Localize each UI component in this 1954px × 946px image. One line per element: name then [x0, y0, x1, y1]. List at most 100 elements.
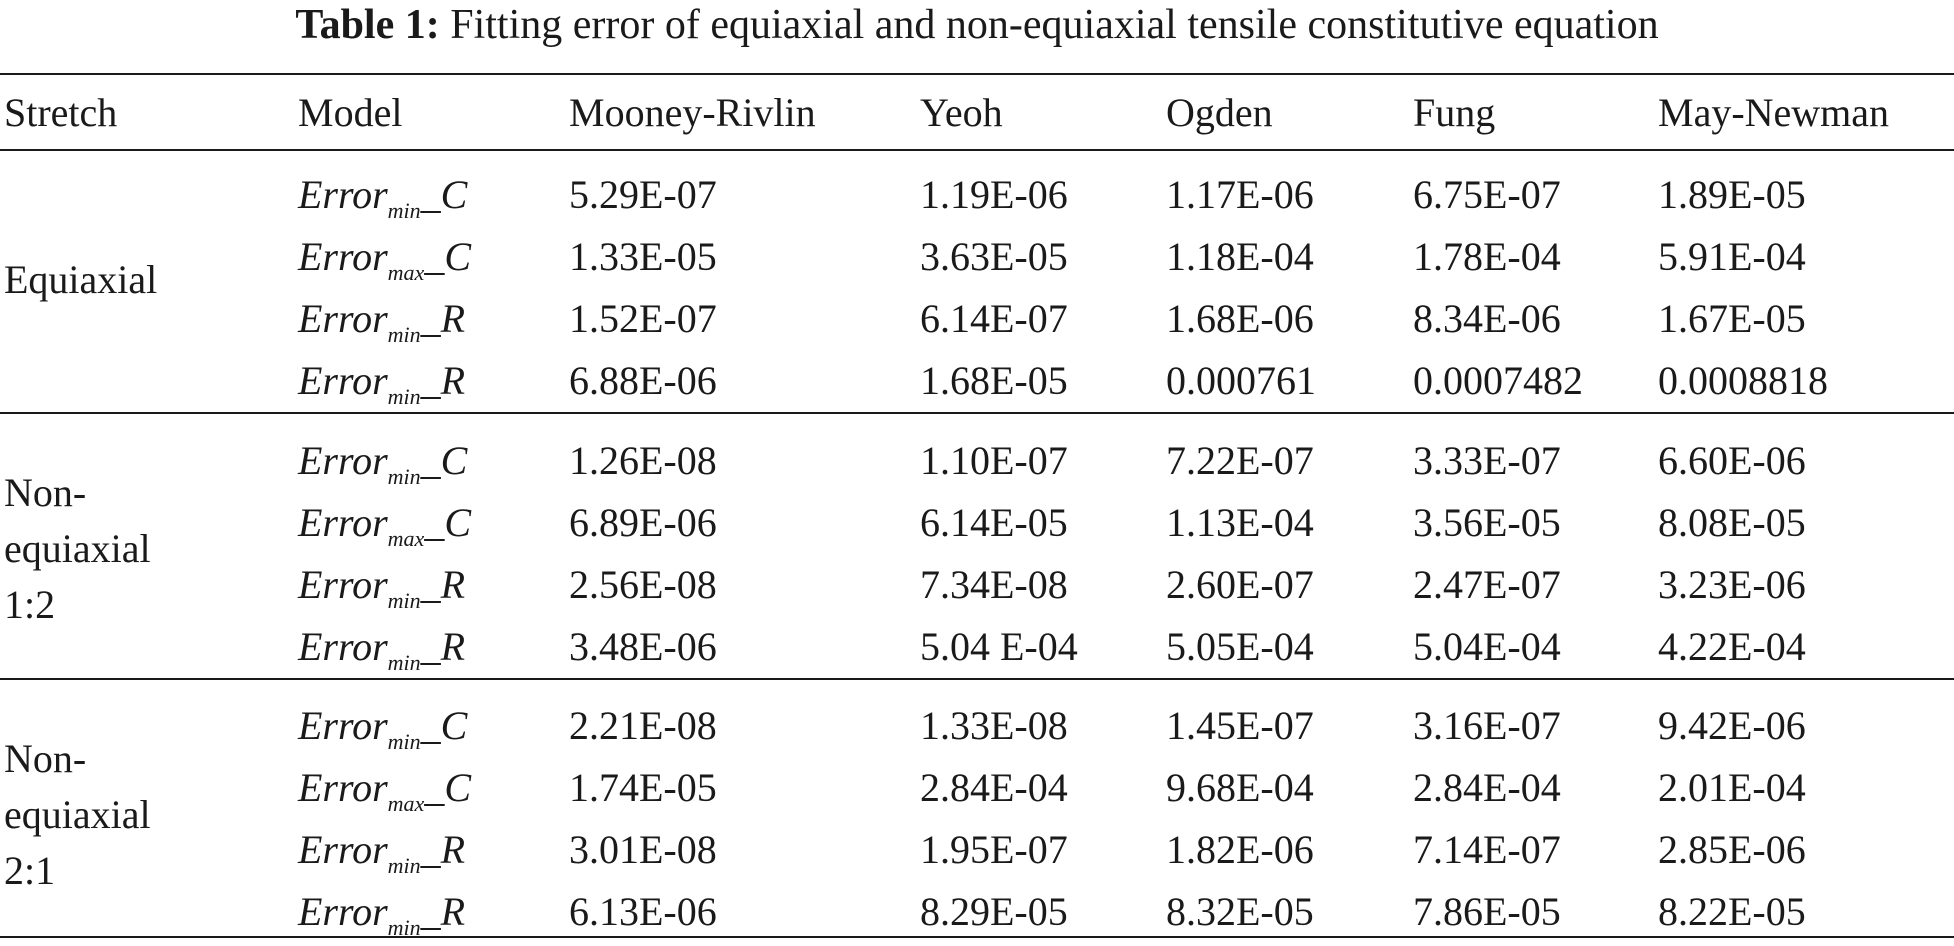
model-label: Errormax_C [298, 498, 471, 554]
table-cell: 2.01E-04 [1658, 765, 1806, 810]
table-cell: 2.60E-07 [1166, 562, 1314, 607]
table-cell: 1.33E-05 [569, 234, 717, 279]
table-cell: 1.13E-04 [1166, 500, 1314, 545]
model-suffix: _C [420, 703, 468, 748]
table-cell: 5.91E-04 [1658, 234, 1806, 279]
table-cell: 6.14E-07 [920, 296, 1068, 341]
table-cell: 6.88E-06 [569, 358, 717, 403]
model-suffix: _R [420, 827, 466, 872]
model-label: Errormin_R [298, 887, 465, 943]
header-rule [0, 149, 1954, 151]
table-cell: 6.13E-06 [569, 889, 717, 934]
model-suffix: _R [420, 358, 466, 403]
table-cell: 0.000761 [1166, 358, 1316, 403]
model-suffix: _C [420, 438, 468, 483]
column-header: Yeoh [920, 90, 1003, 135]
model-label: Errormin_C [298, 436, 467, 492]
table-cell: 1.95E-07 [920, 827, 1068, 872]
model-subscript: max [387, 260, 425, 285]
model-label: Errormin_R [298, 356, 465, 412]
stretch-label-line: 1:2 [4, 582, 56, 627]
table-cell: 0.0008818 [1658, 358, 1828, 403]
model-label: Errormax_C [298, 232, 471, 288]
model-label: Errormin_R [298, 294, 465, 350]
column-header: May-Newman [1658, 90, 1890, 135]
table-cell: 1.10E-07 [920, 438, 1068, 483]
table-cell: 2.47E-07 [1413, 562, 1561, 607]
table-cell: 7.22E-07 [1166, 438, 1314, 483]
table-cell: 3.63E-05 [920, 234, 1068, 279]
model-label: Errormin_R [298, 825, 465, 881]
model-suffix: _C [424, 765, 471, 810]
column-header: Fung [1413, 90, 1496, 135]
table-cell: 5.29E-07 [569, 172, 717, 217]
table-cell: 1.18E-04 [1166, 234, 1314, 279]
table-cell: 6.75E-07 [1413, 172, 1561, 217]
table-cell: 5.05E-04 [1166, 624, 1314, 669]
model-base: Error [298, 172, 388, 217]
table-cell: 2.85E-06 [1658, 827, 1806, 872]
table-cell: 8.32E-05 [1166, 889, 1314, 934]
model-base: Error [298, 889, 388, 934]
table-caption-text: Fitting error of equiaxial and non-equia… [450, 2, 1659, 48]
stretch-label-line: equiaxial [4, 526, 151, 571]
model-subscript: min [387, 915, 421, 940]
table-cell: 4.22E-04 [1658, 624, 1806, 669]
model-base: Error [298, 562, 388, 607]
table-cell: 1.78E-04 [1413, 234, 1561, 279]
table-cell: 9.42E-06 [1658, 703, 1806, 748]
table-cell: 3.48E-06 [569, 624, 717, 669]
table-cell: 6.14E-05 [920, 500, 1068, 545]
model-label: Errormin_R [298, 560, 465, 616]
table-cell: 1.17E-06 [1166, 172, 1314, 217]
model-subscript: min [387, 588, 421, 613]
table-cell: 1.74E-05 [569, 765, 717, 810]
table-cell: 7.86E-05 [1413, 889, 1561, 934]
model-base: Error [298, 500, 388, 545]
model-subscript: min [387, 650, 421, 675]
table-cell: 3.23E-06 [1658, 562, 1806, 607]
table-cell: 8.34E-06 [1413, 296, 1561, 341]
model-subscript: max [387, 791, 425, 816]
model-base: Error [298, 296, 388, 341]
stretch-label: Non-equiaxial 1:2 [4, 465, 151, 633]
table-cell: 1.67E-05 [1658, 296, 1806, 341]
table-cell: 7.14E-07 [1413, 827, 1561, 872]
model-base: Error [298, 765, 388, 810]
model-base: Error [298, 438, 388, 483]
model-subscript: min [387, 729, 421, 754]
table-cell: 8.22E-05 [1658, 889, 1806, 934]
table-cell: 1.82E-06 [1166, 827, 1314, 872]
model-base: Error [298, 358, 388, 403]
model-subscript: min [387, 322, 421, 347]
table-cell: 3.33E-07 [1413, 438, 1561, 483]
model-label: Errormin_R [298, 622, 465, 678]
stretch-label-line: equiaxial [4, 792, 151, 837]
model-suffix: _R [420, 296, 466, 341]
stretch-label-line: Non- [4, 736, 87, 781]
table-cell: 2.21E-08 [569, 703, 717, 748]
table-cell: 1.33E-08 [920, 703, 1068, 748]
table-cell: 8.29E-05 [920, 889, 1068, 934]
table-cell: 1.68E-06 [1166, 296, 1314, 341]
table-caption-label: Table 1: [295, 2, 440, 48]
column-header: Stretch [4, 90, 118, 135]
model-base: Error [298, 827, 388, 872]
table-cell: 3.01E-08 [569, 827, 717, 872]
model-label: Errormin_C [298, 701, 467, 757]
table-cell: 5.04E-04 [1413, 624, 1561, 669]
model-base: Error [298, 234, 388, 279]
model-suffix: _C [424, 234, 471, 279]
table-cell: 6.89E-06 [569, 500, 717, 545]
model-suffix: _R [420, 562, 466, 607]
model-subscript: min [387, 384, 421, 409]
group-rule [0, 412, 1954, 414]
model-label: Errormin_C [298, 170, 467, 226]
table-cell: 2.84E-04 [920, 765, 1068, 810]
model-subscript: min [387, 853, 421, 878]
model-subscript: max [387, 526, 425, 551]
stretch-label: Non-equiaxial 2:1 [4, 731, 151, 899]
table-cell: 1.45E-07 [1166, 703, 1314, 748]
stretch-label-line: 2:1 [4, 848, 56, 893]
model-suffix: _R [420, 624, 466, 669]
